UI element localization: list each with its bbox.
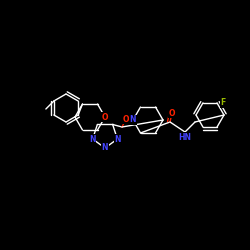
Text: HN: HN [178, 132, 192, 141]
Text: N: N [90, 134, 96, 143]
Text: N: N [102, 144, 108, 152]
Text: O: O [102, 112, 108, 122]
Text: F: F [220, 98, 226, 108]
Text: N: N [114, 134, 120, 143]
Text: O: O [169, 108, 175, 118]
Text: O: O [123, 114, 129, 124]
Text: N: N [130, 116, 136, 124]
